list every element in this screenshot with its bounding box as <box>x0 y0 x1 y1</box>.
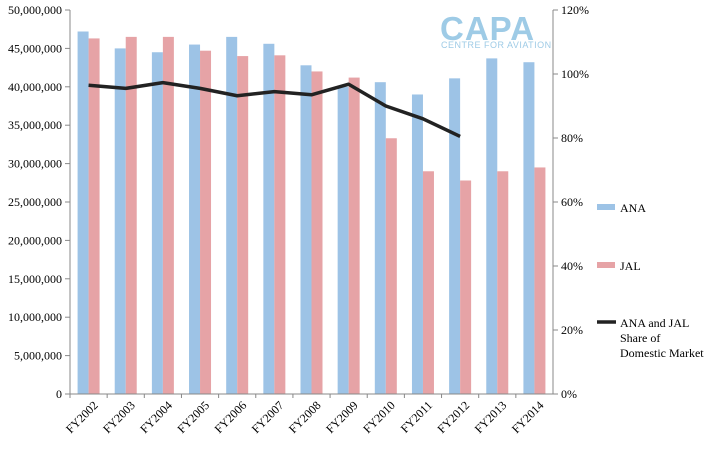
left-tick-label: 15,000,000 <box>8 272 62 286</box>
x-axis-ticks: FY2002 FY2003 FY2004 FY2005 FY2006 FY2007 FY20… <box>63 394 547 436</box>
bar-jal-fy2009 <box>348 77 360 394</box>
right-tick-label: 0% <box>561 387 577 401</box>
left-tick-label: 35,000,000 <box>8 118 62 132</box>
x-tick-label: FY2003 <box>100 398 138 436</box>
left-tick-label: 30,000,000 <box>8 157 62 171</box>
right-tick-label: 40% <box>561 259 583 273</box>
left-tick-label: 20,000,000 <box>8 233 62 247</box>
left-tick-label: 40,000,000 <box>8 80 62 94</box>
right-tick-label: 60% <box>561 195 583 209</box>
bar-ana-fy2010 <box>374 82 386 394</box>
bar-jal-fy2013 <box>497 171 509 394</box>
right-tick-label: 120% <box>561 3 589 17</box>
bar-ana-fy2006 <box>226 36 238 394</box>
legend-label: ANA <box>620 201 646 215</box>
bar-jal-fy2007 <box>274 55 286 395</box>
x-tick-label: FY2014 <box>509 398 547 436</box>
bar-ana-fy2013 <box>486 58 498 394</box>
x-tick-label: FY2009 <box>323 398 361 436</box>
x-tick-label: FY2008 <box>286 398 324 436</box>
bar-ana-fy2014 <box>523 62 535 394</box>
x-tick-label: FY2007 <box>249 398 287 436</box>
right-axis-ticks: 0% 20% 40% 60% 80% 100% 120% <box>553 3 589 401</box>
left-axis-ticks: 0 5,000,000 10,000,000 15,000,000 20,000,000… <box>8 3 70 401</box>
legend-item: ANA <box>597 201 646 215</box>
bar-jal-fy2002 <box>88 38 100 395</box>
bar-jal-fy2008 <box>311 71 323 394</box>
bar-jal-fy2005 <box>200 50 212 394</box>
bar-ana-fy2005 <box>189 44 201 395</box>
legend-label: Domestic Market <box>620 346 704 360</box>
bar-ana-fy2002 <box>77 31 89 394</box>
left-tick-label: 45,000,000 <box>8 41 62 55</box>
legend-label: JAL <box>620 259 641 273</box>
legend-item: JAL <box>597 259 641 273</box>
bar-jal-fy2010 <box>385 138 397 394</box>
bar-jal-fy2003 <box>125 36 137 394</box>
legend-swatch-bar <box>597 204 615 210</box>
bar-ana-fy2007 <box>263 43 275 394</box>
bar-jal-fy2014 <box>534 167 546 394</box>
bar-jal-fy2006 <box>237 56 249 394</box>
legend-label: Share of <box>620 331 660 345</box>
left-tick-label: 10,000,000 <box>8 310 62 324</box>
bar-ana-fy2009 <box>337 86 349 395</box>
logo-main-text: CAPA <box>440 10 535 47</box>
bar-jal-fy2011 <box>422 171 434 394</box>
x-tick-label: FY2002 <box>63 398 101 436</box>
left-tick-label: 0 <box>56 387 62 401</box>
x-tick-label: FY2005 <box>174 398 212 436</box>
right-tick-label: 100% <box>561 67 589 81</box>
x-tick-label: FY2006 <box>212 398 250 436</box>
bar-jal-fy2004 <box>162 36 174 394</box>
bar-ana-fy2004 <box>151 52 163 395</box>
right-tick-label: 80% <box>561 131 583 145</box>
bar-ana-fy2008 <box>300 65 312 395</box>
bar-ana-fy2012 <box>449 78 461 394</box>
x-tick-label: FY2012 <box>435 398 473 436</box>
bar-jal-fy2012 <box>460 180 472 394</box>
x-tick-label: FY2011 <box>398 398 435 435</box>
left-tick-label: 25,000,000 <box>8 195 62 209</box>
line-share-series <box>88 80 461 138</box>
bar-ana-fy2011 <box>411 94 423 394</box>
right-tick-label: 20% <box>561 323 583 337</box>
x-tick-label: FY2010 <box>360 398 398 436</box>
left-tick-label: 5,000,000 <box>14 349 62 363</box>
legend-swatch-bar <box>597 262 615 268</box>
x-tick-label: FY2013 <box>472 398 510 436</box>
logo-sub-text: CENTRE FOR AVIATION <box>441 40 552 50</box>
left-tick-label: 50,000,000 <box>8 3 62 17</box>
bar-group <box>77 31 546 395</box>
capa-logo: CAPA CENTRE FOR AVIATION <box>440 10 552 50</box>
line-group <box>88 80 461 138</box>
legend-label: ANA and JAL <box>620 316 689 330</box>
bar-ana-fy2003 <box>114 48 126 395</box>
x-tick-label: FY2004 <box>137 398 175 436</box>
